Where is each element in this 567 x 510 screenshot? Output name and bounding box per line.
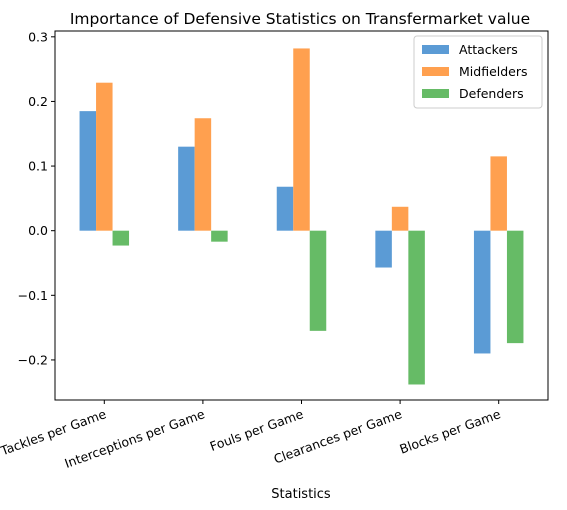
y-tick-label: 0.3 xyxy=(28,29,48,44)
x-tick-label: Blocks per Game xyxy=(397,406,502,457)
bar-attackers-4 xyxy=(473,230,491,354)
y-tick-label: −0.1 xyxy=(18,288,48,303)
bar-midfielders-3 xyxy=(391,206,409,231)
bar-attackers-3 xyxy=(375,230,392,268)
legend: Attackers Midfielders Defenders xyxy=(413,35,543,109)
legend-label-attackers: Attackers xyxy=(459,42,518,57)
bars-group xyxy=(79,48,524,385)
y-tick-label: 0.0 xyxy=(28,223,48,238)
y-axis: −0.2 −0.1 0.0 0.1 0.2 0.3 xyxy=(18,29,55,367)
x-axis-label: Statistics xyxy=(271,487,331,502)
legend-swatch-attackers xyxy=(422,45,449,54)
y-tick-label: 0.2 xyxy=(28,94,48,109)
legend-swatch-defenders xyxy=(422,89,449,98)
bar-defenders-2 xyxy=(309,230,327,331)
y-tick-label: 0.1 xyxy=(28,159,48,174)
bar-midfielders-1 xyxy=(194,118,212,231)
bar-attackers-0 xyxy=(79,111,97,231)
bar-midfielders-4 xyxy=(490,156,507,231)
legend-label-defenders: Defenders xyxy=(459,86,524,101)
y-tick-label: −0.2 xyxy=(18,352,48,367)
bar-midfielders-0 xyxy=(96,82,113,231)
legend-label-midfielders: Midfielders xyxy=(459,64,528,79)
bar-midfielders-2 xyxy=(293,48,310,231)
bar-defenders-0 xyxy=(112,230,130,246)
bar-attackers-1 xyxy=(178,146,195,231)
bar-defenders-1 xyxy=(211,230,228,242)
bar-attackers-2 xyxy=(276,186,294,231)
legend-swatch-midfielders xyxy=(422,67,449,76)
chart-title: Importance of Defensive Statistics on Tr… xyxy=(70,10,530,28)
bar-defenders-3 xyxy=(408,230,425,385)
bar-defenders-4 xyxy=(506,230,524,344)
